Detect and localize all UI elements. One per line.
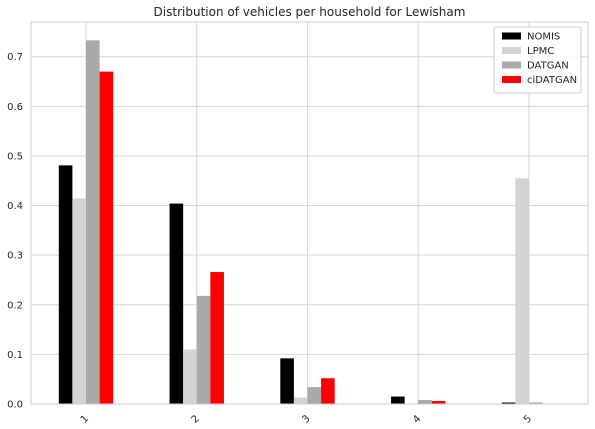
legend-label: LPMC <box>527 46 554 57</box>
bar-cidatgan-3 <box>321 378 335 404</box>
bar-datgan-3 <box>307 387 322 404</box>
bar-cidatgan-4 <box>431 401 446 404</box>
x-tick-label: 4 <box>411 413 423 425</box>
y-tick-label: 0.0 <box>7 400 23 411</box>
bar-nomis-4 <box>391 396 405 404</box>
bar-lpmc-2 <box>183 349 197 404</box>
y-tick-label: 0.3 <box>7 251 23 262</box>
legend-label: NOMIS <box>527 32 560 43</box>
y-tick-label: 0.1 <box>7 350 23 361</box>
legend-swatch-lpmc <box>502 47 521 54</box>
bar-datgan-1 <box>86 40 100 405</box>
bar-datgan-2 <box>196 295 211 404</box>
bar-nomis-5 <box>501 402 516 404</box>
legend: NOMIS LPMC DATGAN ciDATGAN <box>493 26 582 94</box>
legend-swatch-nomis <box>502 32 521 40</box>
legend-swatch-cidatgan <box>502 76 521 83</box>
bar-cidatgan-2 <box>210 272 224 404</box>
plot-frame <box>30 21 589 405</box>
y-tick-label: 0.2 <box>7 300 23 311</box>
chart-title: Distribution of vehicles per household f… <box>154 5 466 19</box>
bar-lpmc-3 <box>293 397 308 404</box>
bar-cidatgan-1 <box>99 71 114 405</box>
bar-lpmc-5 <box>515 178 529 404</box>
bar-datgan-5 <box>529 402 543 404</box>
bar-lpmc-1 <box>72 198 86 404</box>
axes: 0.0 0.1 0.2 0.3 0.4 0.5 0.6 0.7 1 2 3 4 5 <box>7 21 589 426</box>
x-tick-label: 2 <box>190 413 202 425</box>
legend-label: DATGAN <box>527 61 569 72</box>
bar-datgan-4 <box>418 400 432 404</box>
y-tick-label: 0.7 <box>7 52 23 63</box>
x-tick-label: 3 <box>300 413 312 425</box>
y-tick-label: 0.4 <box>7 201 23 212</box>
legend-swatch-datgan <box>502 61 521 69</box>
x-tick-label: 1 <box>79 413 91 425</box>
y-tick-label: 0.6 <box>7 102 23 113</box>
bar-nomis-2 <box>169 203 184 404</box>
legend-label: ciDATGAN <box>527 75 577 86</box>
x-tick-label: 5 <box>522 413 534 425</box>
bar-nomis-3 <box>280 358 294 404</box>
bar-nomis-1 <box>58 165 73 404</box>
y-tick-label: 0.5 <box>7 151 23 162</box>
bars <box>58 40 543 405</box>
